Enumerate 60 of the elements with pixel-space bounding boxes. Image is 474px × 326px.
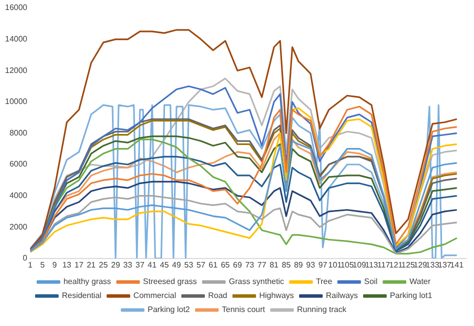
y-tick-label: 10000 bbox=[4, 97, 28, 106]
x-tick-label: 33 bbox=[123, 260, 133, 270]
x-tick-label: 45 bbox=[160, 260, 170, 270]
x-tick-label: 65 bbox=[220, 260, 230, 270]
x-tick-label: 69 bbox=[233, 260, 242, 270]
legend-label: Residential bbox=[62, 291, 102, 300]
x-tick-label: 25 bbox=[98, 260, 108, 270]
y-tick-label: 16000 bbox=[4, 3, 28, 12]
y-tick-label: 4000 bbox=[9, 191, 28, 200]
x-tick-label: 53 bbox=[184, 260, 194, 270]
legend-label: Tree bbox=[316, 277, 333, 286]
x-tick-label: 49 bbox=[172, 260, 182, 270]
x-tick-label: 13 bbox=[62, 260, 72, 270]
x-tick-label: 5 bbox=[40, 260, 46, 270]
x-tick-label: 1 bbox=[28, 260, 34, 270]
x-tick-label: 133 bbox=[426, 260, 440, 270]
x-tick-label: 77 bbox=[257, 260, 267, 270]
x-tick-label: 37 bbox=[135, 260, 145, 270]
legend-label: Parking lot2 bbox=[148, 305, 190, 314]
legend-label: Grass synthetic bbox=[228, 277, 284, 286]
legend-label: Road bbox=[208, 291, 228, 300]
legend-label: Tennis court bbox=[222, 305, 266, 314]
x-tick-label: 125 bbox=[401, 260, 416, 270]
x-tick-label: 41 bbox=[148, 260, 158, 270]
legend-label: Railways bbox=[326, 291, 358, 300]
x-tick-label: 101 bbox=[328, 260, 342, 270]
x-tick-label: 89 bbox=[294, 260, 304, 270]
x-tick-label: 93 bbox=[306, 260, 316, 270]
legend-label: healthy grass bbox=[63, 277, 112, 286]
legend-label: Commercial bbox=[133, 291, 176, 300]
legend-label: Water bbox=[409, 277, 431, 286]
x-tick-label: 85 bbox=[282, 260, 292, 270]
x-tick-label: 21 bbox=[86, 260, 96, 270]
y-tick-label: 2000 bbox=[9, 222, 28, 232]
x-tick-label: 97 bbox=[318, 260, 328, 270]
x-tick-label: 9 bbox=[52, 260, 58, 270]
legend-label: Parking lot1 bbox=[390, 291, 433, 300]
legend-label: Highways bbox=[259, 291, 294, 300]
x-tick-label: 113 bbox=[365, 260, 378, 270]
legend-label: Running track bbox=[297, 305, 348, 314]
x-tick-label: 105 bbox=[340, 260, 354, 270]
x-tick-label: 137 bbox=[438, 260, 452, 270]
x-tick-label: 117 bbox=[377, 260, 391, 270]
legend-label: Streesed grass bbox=[143, 277, 197, 286]
x-tick-label: 81 bbox=[270, 260, 280, 270]
x-tick-label: 73 bbox=[245, 260, 255, 270]
x-tick-label: 61 bbox=[208, 260, 218, 270]
x-tick-label: 29 bbox=[111, 260, 121, 270]
x-tick-label: 129 bbox=[414, 260, 428, 270]
x-tick-label: 17 bbox=[74, 260, 84, 270]
x-tick-label: 57 bbox=[196, 260, 206, 270]
x-tick-label: 141 bbox=[450, 260, 464, 270]
x-tick-label: 109 bbox=[352, 260, 367, 270]
y-tick-label: 6000 bbox=[9, 160, 28, 169]
y-tick-label: 8000 bbox=[9, 128, 28, 138]
legend-label: Soil bbox=[364, 277, 378, 286]
y-tick-label: 0 bbox=[22, 254, 28, 263]
y-tick-label: 14000 bbox=[4, 34, 28, 44]
y-tick-label: 12000 bbox=[4, 66, 28, 75]
x-tick-label: 121 bbox=[389, 260, 404, 270]
